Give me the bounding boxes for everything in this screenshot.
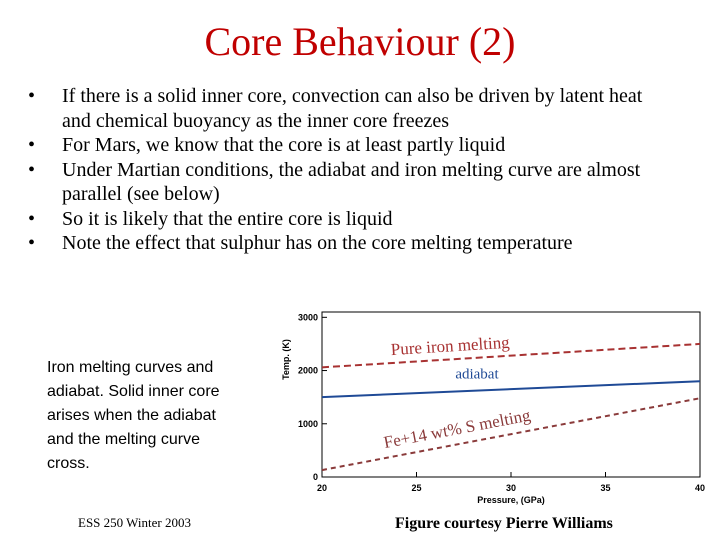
- footer: ESS 250 Winter 2003: [78, 515, 191, 530]
- chart: 0 1000 2000 3000 20 25 30 35 40 Pressure, (GPa) Te…: [281, 311, 705, 505]
- figure-credit: Figure courtesy Pierre Williams: [395, 515, 613, 532]
- bullet: Under Martian conditions, the adiabat an…: [28, 158, 668, 207]
- x-tick-label: 25: [411, 483, 421, 493]
- y-tick-label: 3000: [298, 312, 318, 322]
- x-tick-label: 20: [317, 483, 327, 493]
- series-line: [321, 380, 701, 399]
- y-axis-label: Temp. (K): [281, 339, 291, 380]
- x-tick-label: 30: [506, 483, 516, 493]
- x-tick-label: 35: [600, 483, 610, 493]
- bullet: Note the effect that sulphur has on the …: [28, 231, 668, 256]
- x-tick-label: 40: [695, 483, 705, 493]
- slide-title: Core Behaviour (2): [204, 19, 516, 64]
- y-tick-label: 0: [313, 472, 318, 482]
- series-line: [321, 342, 701, 369]
- series-label: adiabat: [455, 367, 499, 383]
- bullet-list: If there is a solid inner core, convecti…: [28, 84, 668, 256]
- series-line: [321, 397, 701, 472]
- x-axis-label: Pressure, (GPa): [477, 495, 545, 505]
- y-tick-label: 2000: [298, 366, 318, 376]
- bullet: For Mars, we know that the core is at le…: [28, 133, 668, 158]
- y-tick-label: 1000: [298, 419, 318, 429]
- figure-caption: Iron melting curves and adiabat. Solid i…: [47, 359, 220, 472]
- bullet: So it is likely that the entire core is …: [28, 207, 668, 232]
- bullet: If there is a solid inner core, convecti…: [28, 84, 668, 133]
- series-label: Pure iron melting: [390, 333, 510, 359]
